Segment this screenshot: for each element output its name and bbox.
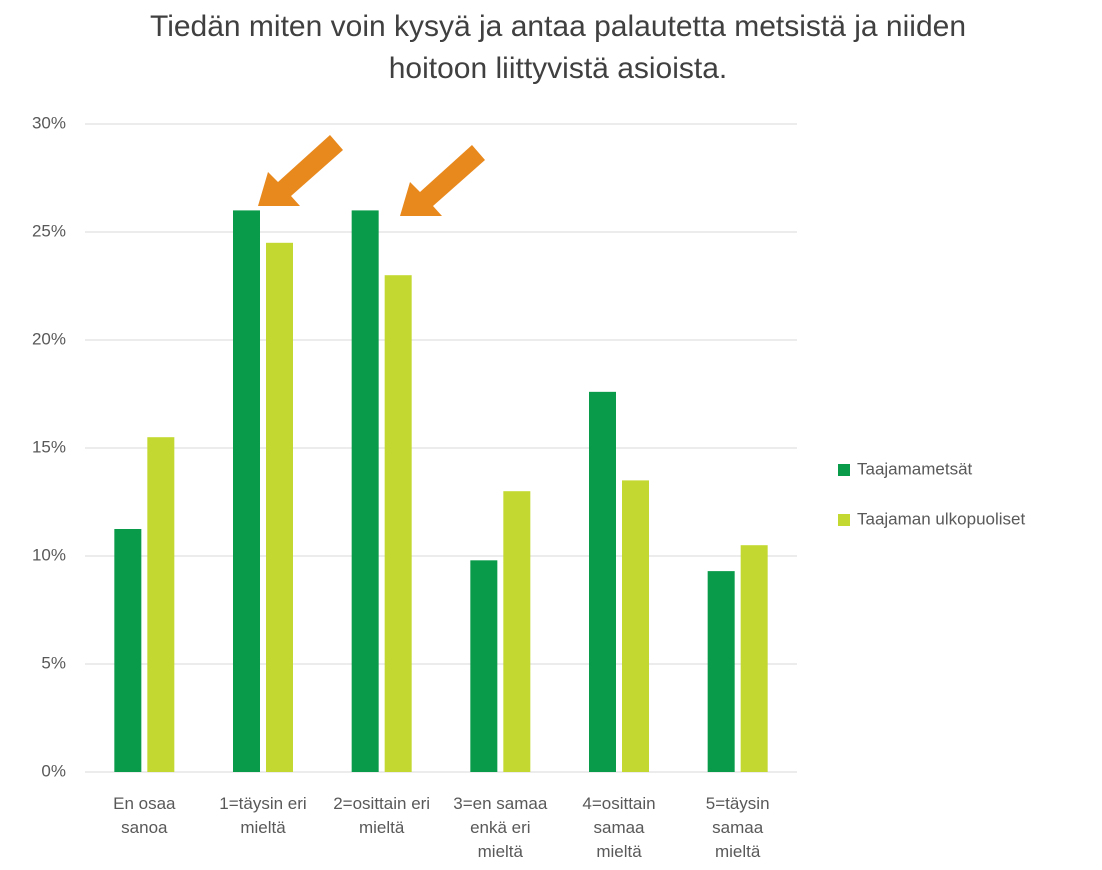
legend-label: Taajamametsät (857, 459, 973, 478)
bar (233, 210, 260, 772)
bar (266, 242, 293, 773)
arrow (400, 145, 485, 216)
bar (384, 275, 412, 772)
legend-swatch (838, 464, 850, 476)
chart-title: Tiedän miten voin kysyä ja antaa palaute… (149, 10, 967, 85)
bar (147, 437, 175, 772)
x-tick-label: 3=en samaa enkä eri mieltä (453, 794, 548, 861)
arrow (258, 135, 343, 206)
bar (351, 210, 379, 772)
x-tick-label: 4=osittain samaa mieltä (582, 794, 656, 861)
bar (707, 571, 735, 772)
bar (470, 560, 498, 772)
x-tick-label: 2=osittain eri mieltä (333, 794, 431, 837)
x-tick-label: 1=täysin eri mieltä (219, 794, 307, 837)
x-tick-label: 5=täysin samaa mieltä (705, 794, 770, 861)
bar (589, 391, 616, 772)
y-tick-label: 30% (32, 113, 66, 132)
y-tick-label: 0% (41, 761, 66, 780)
y-tick-label: 20% (32, 329, 66, 348)
bar (740, 545, 768, 772)
y-tick-label: 15% (32, 437, 66, 456)
bar (622, 480, 649, 772)
x-tick-label: En osaa sanoa (113, 794, 176, 837)
plot: 0% 5% 10% 15% 20% 25% 30% Taajamametsät Taajaman… (32, 113, 1026, 780)
bar (114, 529, 142, 772)
annotation-arrows (258, 135, 485, 216)
legend-swatch (838, 514, 850, 526)
legend-label: Taajaman ulkopuoliset (857, 509, 1025, 528)
y-tick-label: 10% (32, 545, 66, 564)
y-tick-label: 25% (32, 221, 66, 240)
bar (503, 491, 531, 772)
y-tick-label: 5% (41, 653, 66, 672)
